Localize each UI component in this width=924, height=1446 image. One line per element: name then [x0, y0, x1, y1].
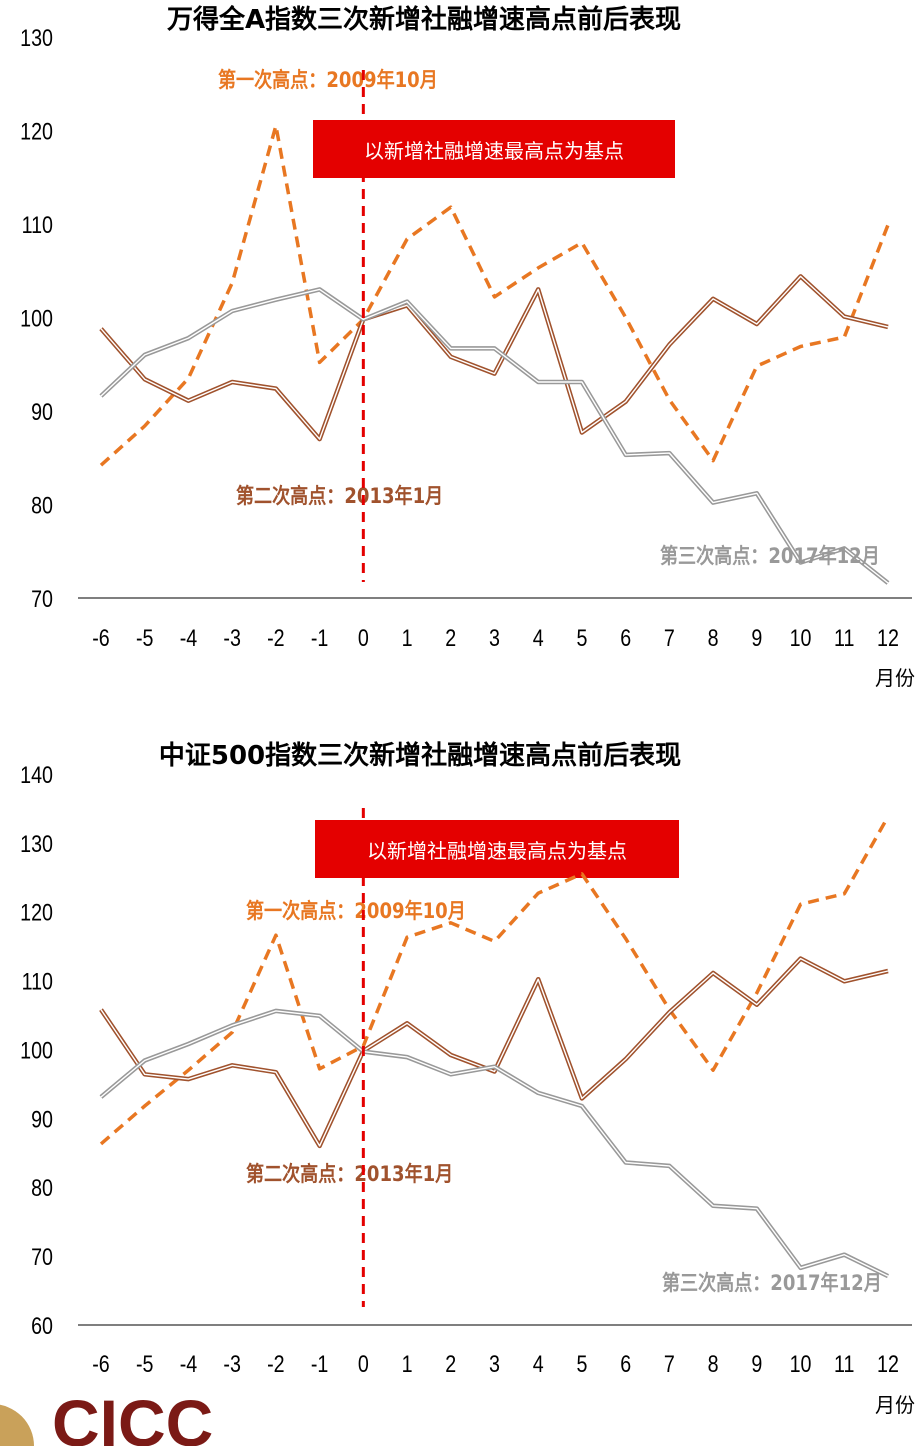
y-tick-label: 80: [31, 492, 53, 519]
chart-2-xlabel: 月份: [875, 1393, 915, 1417]
y-tick-label: 90: [31, 398, 53, 425]
x-tick-label: -4: [180, 624, 198, 651]
x-tick-label: 5: [576, 1350, 587, 1377]
x-tick-label: 12: [877, 1350, 899, 1377]
y-tick-label: 120: [20, 118, 53, 145]
series-1-line: [99, 124, 890, 467]
x-tick-label: 6: [620, 624, 631, 651]
series-line-path: [99, 124, 890, 467]
x-tick-label: -3: [223, 624, 241, 651]
series-1-label: 第一次高点：2009年10月: [246, 899, 466, 924]
series-line-outer: [99, 956, 889, 1149]
y-tick-label: 80: [31, 1174, 53, 1201]
x-tick-label: 4: [533, 1350, 544, 1377]
series-2-line: [99, 274, 889, 442]
x-tick-label: -5: [136, 1350, 154, 1377]
x-tick-label: -2: [267, 1350, 285, 1377]
chart-2-title: 中证500指数三次新增社融增速高点前后表现: [159, 740, 681, 771]
x-tick-label: -2: [267, 624, 285, 651]
y-tick-label: 60: [31, 1312, 53, 1339]
x-tick-label: 1: [402, 1350, 413, 1377]
x-tick-label: 0: [358, 624, 369, 651]
y-tick-label: 130: [20, 830, 53, 857]
x-tick-label: 2: [445, 624, 456, 651]
x-tick-label: 9: [751, 624, 762, 651]
series-3-line: [99, 1008, 889, 1279]
series-2-label: 第二次高点：2013年1月: [236, 484, 443, 509]
y-tick-label: 120: [20, 899, 53, 926]
series-line-outer: [99, 1008, 889, 1279]
x-tick-label: 10: [790, 624, 812, 651]
series-2-line: [99, 956, 889, 1149]
x-tick-label: 8: [708, 1350, 719, 1377]
x-tick-label: -6: [92, 1350, 110, 1377]
series-line-outer: [99, 274, 889, 442]
x-tick-label: 7: [664, 1350, 675, 1377]
x-tick-label: 11: [834, 1350, 854, 1377]
logo-text: CICC: [52, 1386, 213, 1446]
x-tick-label: 5: [576, 624, 587, 651]
series-line-inner: [100, 957, 889, 1147]
x-tick-label: 2: [445, 1350, 456, 1377]
x-tick-label: -1: [311, 1350, 329, 1377]
y-tick-label: 110: [22, 968, 53, 995]
x-tick-label: 0: [358, 1350, 369, 1377]
y-tick-label: 100: [20, 305, 53, 332]
series-line-path: [99, 815, 890, 1146]
x-tick-label: 9: [751, 1350, 762, 1377]
x-tick-label: 7: [664, 624, 675, 651]
y-tick-label: 110: [22, 211, 53, 238]
series-line-inner: [100, 275, 889, 440]
x-tick-label: 10: [790, 1350, 812, 1377]
y-tick-label: 130: [20, 24, 53, 51]
chart-1-xlabel: 月份: [875, 666, 915, 690]
base-label-text: 以新增社融增速最高点为基点: [367, 839, 627, 863]
y-tick-label: 90: [31, 1106, 53, 1133]
series-line-outer: [99, 287, 890, 585]
series-3-label: 第三次高点：2017年12月: [660, 544, 880, 569]
y-tick-label: 140: [20, 761, 53, 788]
x-tick-label: 3: [489, 624, 500, 651]
series-3-line: [99, 287, 890, 585]
y-tick-label: 70: [31, 1243, 53, 1270]
series-2-label: 第二次高点：2013年1月: [246, 1162, 453, 1187]
base-label-box: [315, 820, 679, 878]
series-1-line: [99, 815, 890, 1146]
series-line-inner: [100, 288, 889, 584]
x-tick-label: -6: [92, 624, 110, 651]
x-tick-label: 1: [402, 624, 413, 651]
x-tick-label: -5: [136, 624, 154, 651]
x-tick-label: 3: [489, 1350, 500, 1377]
chart-1-title: 万得全A指数三次新增社融增速高点前后表现: [167, 4, 681, 35]
base-label-text: 以新增社融增速最高点为基点: [364, 139, 624, 163]
y-tick-label: 100: [20, 1037, 53, 1064]
x-tick-label: -1: [311, 624, 329, 651]
base-label-box: [313, 120, 675, 178]
series-1-label: 第一次高点：2009年10月: [218, 68, 438, 93]
x-tick-label: 12: [877, 624, 899, 651]
cicc-logo: CICC: [0, 1386, 213, 1446]
series-line-inner: [100, 1010, 889, 1277]
x-tick-label: 4: [533, 624, 544, 651]
x-tick-label: 8: [708, 624, 719, 651]
x-tick-label: -4: [180, 1350, 198, 1377]
x-tick-label: 11: [834, 624, 854, 651]
logo-emblem: [0, 1404, 34, 1446]
x-tick-label: 6: [620, 1350, 631, 1377]
series-3-label: 第三次高点：2017年12月: [662, 1271, 882, 1296]
x-tick-label: -3: [223, 1350, 241, 1377]
y-tick-label: 70: [31, 585, 53, 612]
